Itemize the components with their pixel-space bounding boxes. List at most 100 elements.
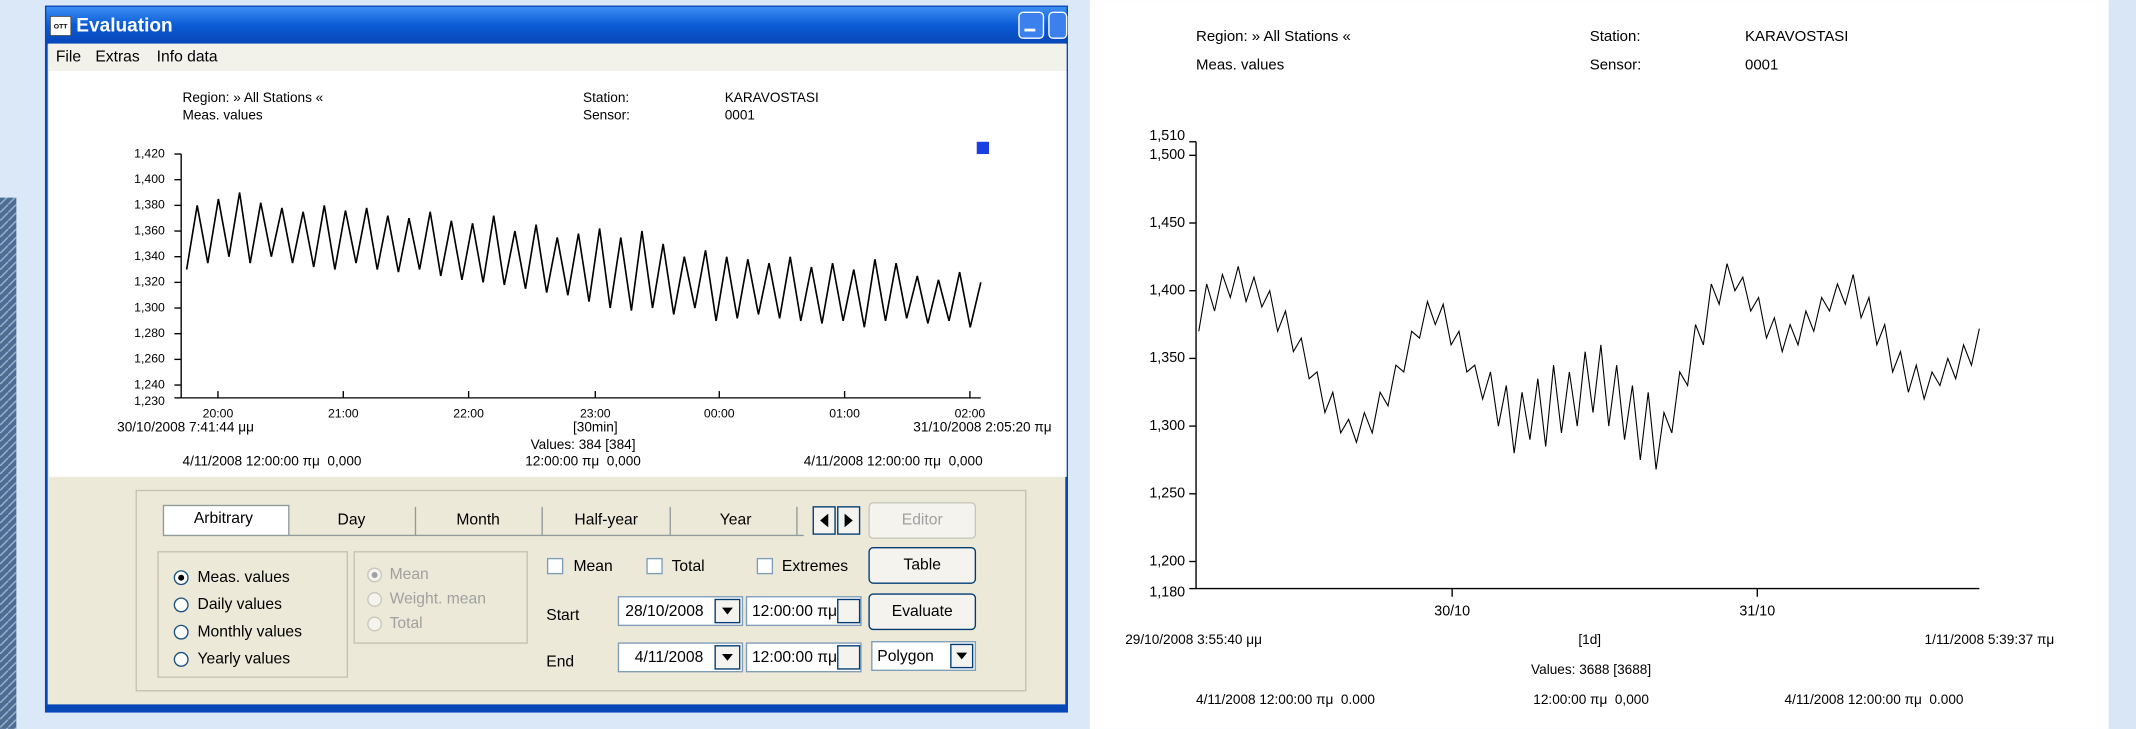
dropdown-icon: [956, 652, 968, 660]
tab[interactable]: Month: [456, 512, 500, 529]
y-tick-label: 1,500: [1149, 147, 1185, 163]
sensor: 0001: [1745, 56, 1778, 73]
y-tick-label: 1,400: [134, 172, 165, 186]
maximize-button[interactable]: [1048, 11, 1068, 39]
y-tick-label: 1,260: [134, 352, 165, 366]
y-tick-label: 1,510: [1149, 128, 1185, 144]
sensor-label: Sensor:: [1590, 56, 1642, 73]
title-bar: [46, 6, 1067, 44]
x-tick-label: 00:00: [704, 406, 735, 420]
arrow-icon: [844, 513, 853, 528]
footer-left: 4/11/2008 12:00:00 πμ 0.000: [1196, 692, 1375, 707]
radio-dot: [371, 571, 378, 578]
checkbox[interactable]: [756, 557, 774, 575]
print-preview: [1089, 0, 2109, 729]
count-label: Values: 384 [384]: [531, 437, 636, 452]
mean-group: [353, 551, 528, 644]
minimize-button[interactable]: [1018, 11, 1045, 39]
station-label: Station:: [583, 90, 629, 105]
radio-label: Total: [390, 615, 423, 632]
evaluate-button-label[interactable]: Evaluate: [892, 603, 953, 620]
checkbox[interactable]: [646, 557, 663, 575]
radio: [367, 616, 383, 632]
tab[interactable]: Half-year: [574, 512, 638, 529]
tab[interactable]: Day: [338, 512, 366, 529]
region-label: Region: » All Stations «: [1196, 28, 1351, 45]
table-button[interactable]: [868, 547, 977, 584]
evaluate-button[interactable]: [868, 593, 977, 631]
start-time-text[interactable]: 12:00:00 πμ: [752, 603, 837, 620]
x-tick-label: 02:00: [955, 406, 986, 420]
y-tick-label: 1,360: [134, 223, 165, 237]
menu-item[interactable]: Extras: [95, 48, 140, 65]
y-tick-label: 1,450: [1149, 215, 1185, 231]
y-tick-label: 1,300: [134, 300, 165, 314]
sensor-label: Sensor:: [583, 107, 630, 122]
y-tick-label: 1,400: [1149, 282, 1185, 298]
spinner[interactable]: [837, 645, 861, 670]
tab[interactable]: Arbitrary: [194, 510, 253, 527]
checkbox[interactable]: [546, 557, 564, 575]
radio-label[interactable]: Meas. values: [198, 569, 290, 586]
tab[interactable]: Year: [720, 512, 752, 529]
y-tick-label: 1,200: [1149, 553, 1185, 569]
dropdown-icon: [721, 607, 733, 615]
y-tick-label: 1,340: [134, 249, 165, 263]
y-tick-label: 1,250: [1149, 486, 1185, 502]
radio-label: Weight. mean: [390, 591, 486, 608]
menu-bar: [49, 43, 1067, 71]
sensor: 0001: [725, 107, 755, 122]
count-label: Values: 3688 [3688]: [1531, 662, 1651, 677]
end-date-text[interactable]: 4/11/2008: [635, 649, 704, 666]
table-button-label[interactable]: Table: [904, 557, 942, 574]
x-tick-label: 30/10: [1434, 604, 1470, 620]
control-group: [135, 489, 1027, 692]
footer-right: 4/11/2008 12:00:00 πμ 0.000: [1785, 692, 1964, 707]
x-tick-label: 31/10: [1739, 604, 1775, 620]
interval-label: [1d]: [1578, 632, 1601, 647]
chart: Region: » All Stations « Meas. values St…: [117, 90, 1052, 469]
y-tick-label: 1,280: [134, 326, 165, 340]
y-tick-label: 1,300: [1149, 418, 1185, 434]
checkbox-label[interactable]: Total: [672, 558, 705, 575]
y-tick-label: 1,320: [134, 275, 165, 289]
arrow-icon: [820, 513, 829, 528]
x-tick-label: 23:00: [580, 406, 611, 420]
footer-right: 4/11/2008 12:00:00 πμ 0,000: [804, 453, 983, 468]
radio[interactable]: [173, 597, 189, 613]
radio[interactable]: [173, 624, 189, 640]
start-label: Start: [546, 607, 580, 624]
end-time-text[interactable]: 12:00:00 πμ: [752, 649, 837, 666]
chart-style[interactable]: Polygon: [877, 648, 934, 665]
x-tick-label: 21:00: [328, 406, 359, 420]
x-tick-label: 22:00: [453, 406, 484, 420]
radio[interactable]: [173, 651, 189, 667]
series-label: Meas. values: [183, 107, 263, 122]
data-line: [185, 192, 982, 328]
radio-label: Mean: [390, 566, 429, 583]
spinner[interactable]: [837, 598, 861, 624]
radio-label[interactable]: Yearly values: [198, 651, 291, 668]
window-bottom-border: [46, 704, 1067, 712]
tab-active[interactable]: [162, 504, 290, 537]
series-label: Meas. values: [1196, 56, 1284, 73]
menu-item[interactable]: File: [56, 48, 82, 65]
checkbox-label[interactable]: Mean: [574, 558, 613, 575]
value-type-radios: [173, 570, 189, 667]
station: KARAVOSTASI: [725, 90, 819, 105]
radio-label[interactable]: Daily values: [198, 596, 283, 613]
tab-separators: [288, 506, 804, 537]
radio-label[interactable]: Monthly values: [198, 623, 303, 640]
start-date-text[interactable]: 28/10/2008: [625, 603, 704, 620]
end-label: 31/10/2008 2:05:20 πμ: [913, 419, 1051, 434]
y-tick-label: 1,230: [134, 394, 165, 408]
checkbox-label[interactable]: Extremes: [782, 558, 848, 575]
footer-center: 12:00:00 πμ 0,000: [1533, 692, 1649, 707]
end-label: 1/11/2008 5:39:37 πμ: [1925, 632, 2055, 647]
desktop-edge: [2108, 0, 2136, 729]
y-tick-label: 1,350: [1149, 350, 1185, 366]
chart: Region: » All Stations « Meas. values St…: [1125, 28, 2054, 707]
x-tick-label: 20:00: [203, 406, 234, 420]
x-tick-label: 01:00: [829, 406, 860, 420]
menu-item[interactable]: Info data: [157, 48, 218, 65]
